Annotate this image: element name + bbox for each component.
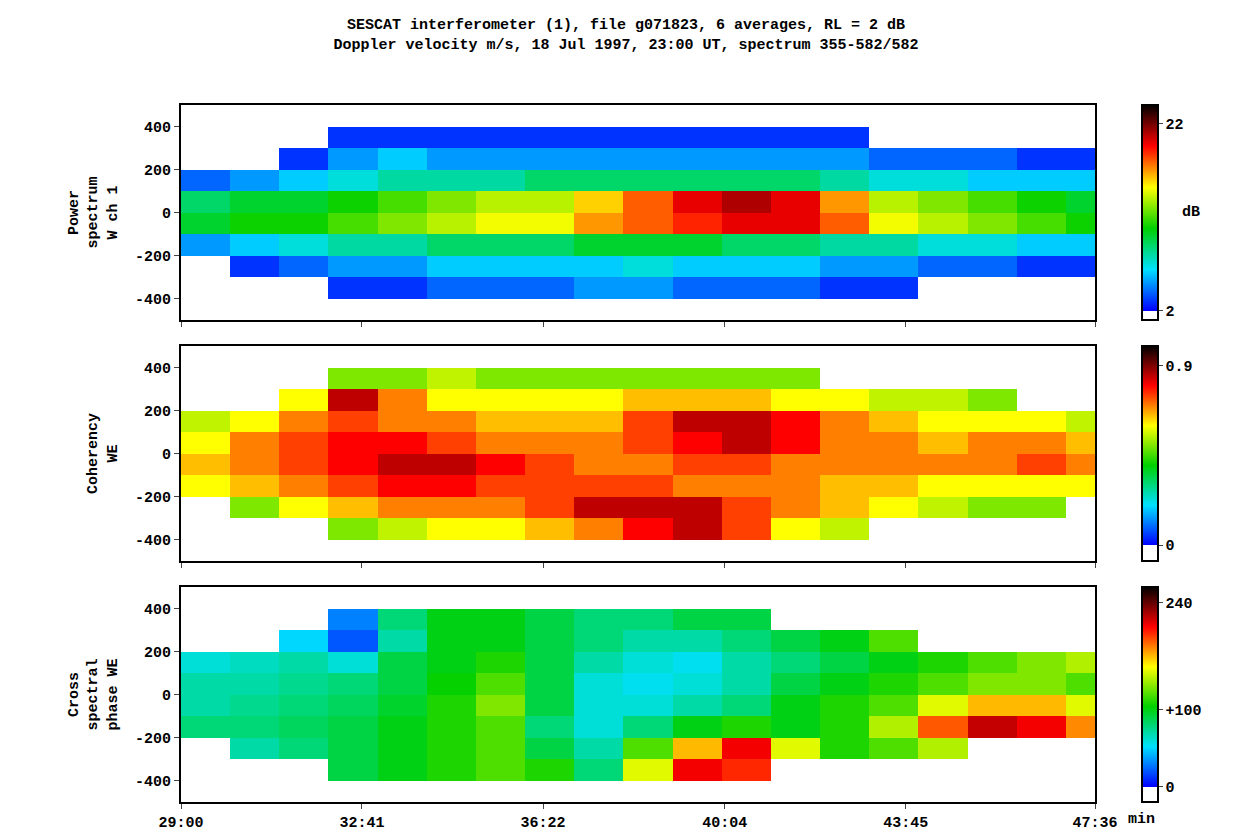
svg-text:SESCAT interferometer (1), fil: SESCAT interferometer (1), file g071823,… — [333, 17, 918, 54]
svg-text:400: 400 — [144, 361, 171, 378]
svg-text:400: 400 — [144, 602, 171, 619]
svg-text:240: 240 — [1166, 596, 1193, 613]
svg-text:+100: +100 — [1166, 703, 1202, 720]
svg-text:0: 0 — [162, 688, 171, 705]
svg-text:200: 200 — [144, 645, 171, 662]
svg-text:CoherencyWE: CoherencyWE — [85, 413, 122, 494]
svg-text:47:36: 47:36 — [1072, 815, 1117, 832]
svg-text:-400: -400 — [135, 774, 171, 791]
svg-text:min: min — [1128, 811, 1155, 828]
svg-text:0: 0 — [1166, 538, 1175, 555]
svg-text:36:22: 36:22 — [521, 815, 566, 832]
svg-text:-200: -200 — [135, 490, 171, 507]
svg-text:200: 200 — [144, 163, 171, 180]
svg-text:200: 200 — [144, 404, 171, 421]
svg-text:-400: -400 — [135, 292, 171, 309]
svg-text:29:00: 29:00 — [158, 815, 203, 832]
svg-text:22: 22 — [1166, 117, 1184, 134]
svg-text:0: 0 — [1166, 780, 1175, 797]
svg-text:400: 400 — [144, 120, 171, 137]
svg-text:43:45: 43:45 — [883, 815, 928, 832]
svg-text:Crossspectralphase WE: Crossspectralphase WE — [66, 658, 122, 730]
svg-text:-200: -200 — [135, 731, 171, 748]
svg-text:32:41: 32:41 — [339, 815, 384, 832]
svg-text:dB: dB — [1182, 204, 1200, 221]
svg-text:-200: -200 — [135, 249, 171, 266]
svg-text:40:04: 40:04 — [702, 815, 747, 832]
svg-text:0.9: 0.9 — [1166, 359, 1193, 376]
svg-text:0: 0 — [162, 206, 171, 223]
svg-text:PowerspectrumW ch 1: PowerspectrumW ch 1 — [66, 176, 122, 248]
svg-text:2: 2 — [1166, 304, 1175, 321]
svg-text:-400: -400 — [135, 533, 171, 550]
svg-text:0: 0 — [162, 447, 171, 464]
